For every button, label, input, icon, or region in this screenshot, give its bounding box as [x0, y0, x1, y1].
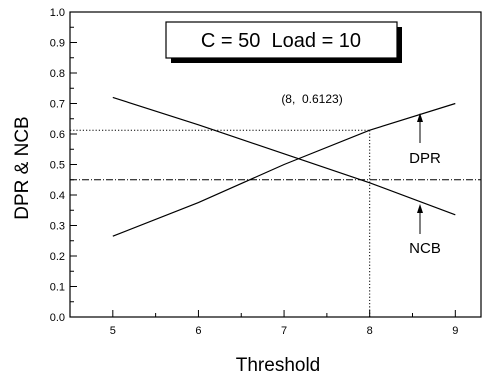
x-tick-label: 5	[110, 325, 116, 337]
y-tick-label: 0.9	[50, 38, 65, 50]
ncb-arrow-head	[417, 204, 423, 213]
reference-lines	[70, 129, 481, 317]
y-tick-label: 0.2	[50, 251, 65, 263]
dpr-arrow-head	[417, 113, 423, 122]
series-lines	[112, 96, 456, 237]
series-line-ncb	[112, 96, 456, 216]
x-tick-label: 7	[281, 325, 287, 337]
chart-title: C = 50 Load = 10	[201, 30, 361, 52]
x-tick-label: 8	[367, 325, 373, 337]
plot-frame	[69, 11, 482, 318]
series-line-dpr	[112, 102, 456, 237]
y-axis-title: DPR & NCB	[12, 116, 33, 219]
tick-marks	[70, 11, 456, 318]
x-axis-title: Threshold	[236, 355, 321, 376]
y-tick-label: 0.3	[50, 221, 65, 233]
y-tick-label: 0.7	[50, 99, 65, 111]
series-label-ncb: NCB	[409, 240, 441, 257]
y-tick-label: 0.8	[50, 68, 65, 80]
series-label-dpr: DPR	[409, 150, 441, 167]
y-tick-label: 1.0	[50, 7, 65, 19]
x-tick-label: 6	[195, 325, 201, 337]
y-tick-label: 0.1	[50, 282, 65, 294]
y-tick-label: 0.5	[50, 160, 65, 172]
x-tick-label: 9	[452, 325, 458, 337]
annotation-point-label: (8, 0.6123)	[281, 92, 342, 106]
y-tick-label: 0.6	[50, 129, 65, 141]
y-tick-label: 0.0	[50, 312, 65, 324]
tick-labels: 0.0 0.1 0.2 0.3 0.4 0.5 0.6 0.7 0.8 0.9 1.0 5 6 7 8 9	[50, 7, 459, 337]
y-tick-label: 0.4	[50, 190, 65, 202]
title-box	[165, 21, 398, 59]
